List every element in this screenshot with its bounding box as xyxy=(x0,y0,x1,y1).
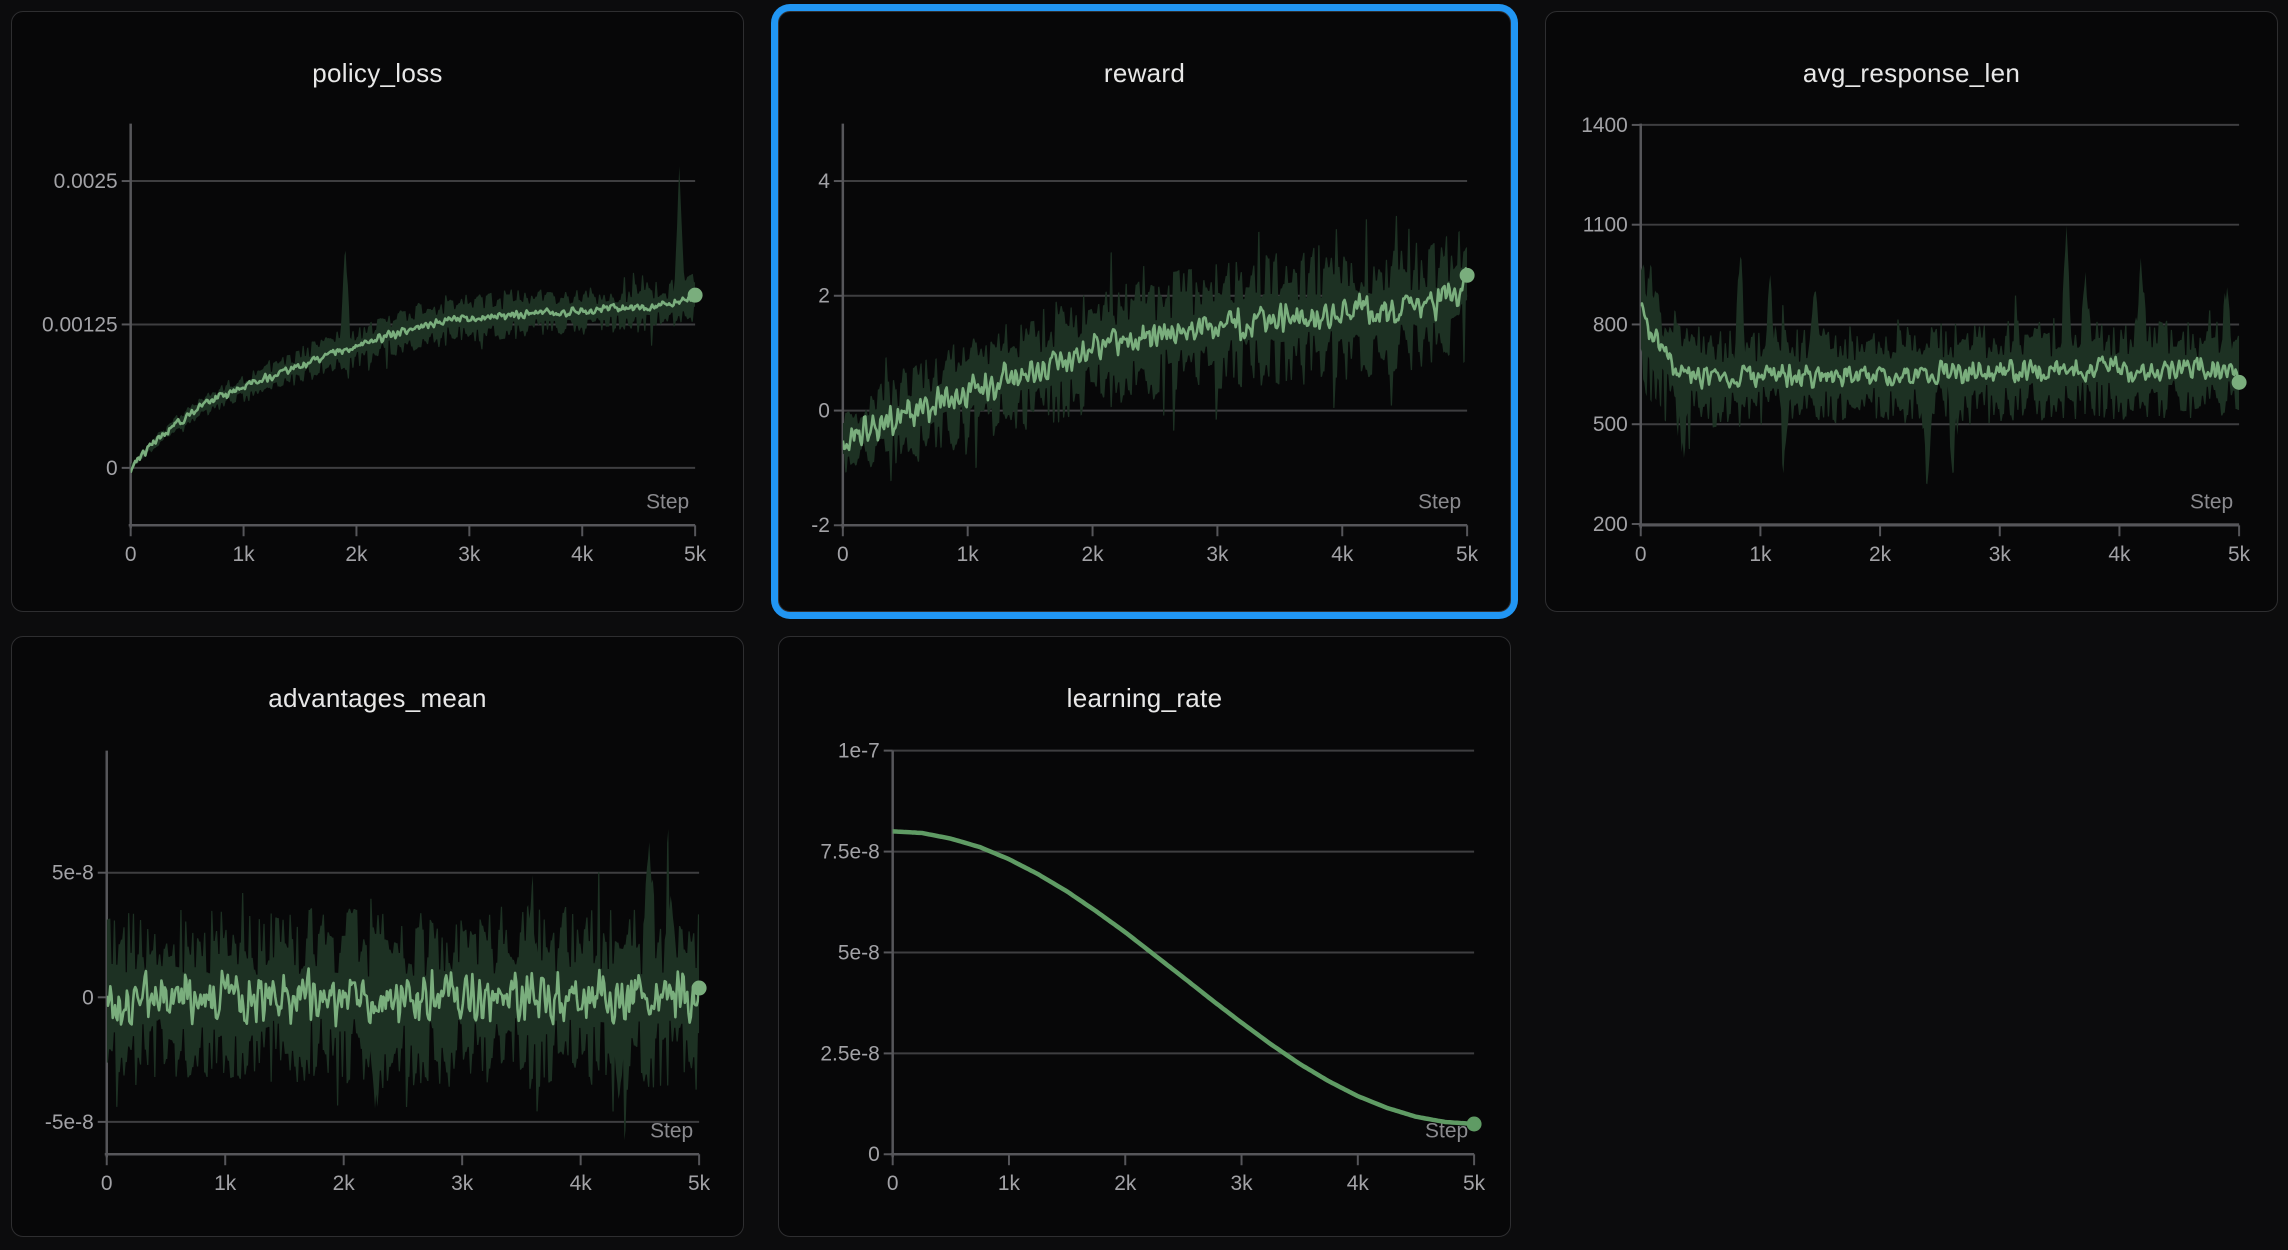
svg-text:0: 0 xyxy=(82,986,94,1009)
svg-text:0: 0 xyxy=(125,543,137,566)
svg-text:2k: 2k xyxy=(1081,543,1104,566)
svg-text:5k: 5k xyxy=(688,1172,711,1195)
svg-text:5e-8: 5e-8 xyxy=(52,862,94,885)
svg-text:1k: 1k xyxy=(1749,543,1772,566)
svg-text:2: 2 xyxy=(818,285,830,308)
svg-text:500: 500 xyxy=(1593,413,1628,436)
svg-text:4k: 4k xyxy=(571,543,594,566)
svg-text:2k: 2k xyxy=(1869,543,1892,566)
svg-text:3k: 3k xyxy=(451,1172,474,1195)
svg-text:1k: 1k xyxy=(998,1172,1021,1195)
svg-text:4k: 4k xyxy=(2108,543,2131,566)
svg-text:2k: 2k xyxy=(1114,1172,1137,1195)
chart-canvas-learning-rate: 0 2.5e-8 5e-8 7.5e-8 1e-7 0 1k 2k 3k 4k 5k Step xyxy=(820,740,1486,1196)
panel-policy-loss[interactable]: policy_loss 0 0.00125 0.0025 0 1k 2k 3k 4k 5k Ste… xyxy=(11,11,744,612)
svg-text:0: 0 xyxy=(101,1172,113,1195)
svg-text:1100: 1100 xyxy=(1583,214,1628,237)
svg-text:800: 800 xyxy=(1593,313,1628,336)
svg-text:0: 0 xyxy=(837,543,849,566)
chart-title-reward: reward xyxy=(1103,58,1186,88)
chart-title-avg-response-len: avg_response_len xyxy=(1802,58,2021,88)
svg-text:2k: 2k xyxy=(345,543,368,566)
svg-text:0.0025: 0.0025 xyxy=(54,170,118,193)
chart-canvas-avg-response-len: 200 500 800 1100 1400 0 1k 2k 3k 4k 5k Step xyxy=(1581,114,2251,566)
svg-text:4k: 4k xyxy=(1347,1172,1370,1195)
svg-text:0.00125: 0.00125 xyxy=(42,313,118,336)
svg-text:5e-8: 5e-8 xyxy=(838,941,880,964)
svg-text:3k: 3k xyxy=(1206,543,1229,566)
chart-title-policy-loss: policy_loss xyxy=(312,58,443,88)
svg-text:2.5e-8: 2.5e-8 xyxy=(820,1042,879,1065)
svg-text:5k: 5k xyxy=(2228,543,2251,566)
chart-canvas-reward: -2 0 2 4 0 1k 2k 3k 4k 5k Step xyxy=(811,123,1479,566)
svg-text:1400: 1400 xyxy=(1581,114,1628,137)
svg-text:0: 0 xyxy=(868,1143,880,1166)
svg-text:7.5e-8: 7.5e-8 xyxy=(820,841,879,864)
chart-canvas-advantages-mean: -5e-8 0 5e-8 0 1k 2k 3k 4k 5k Step xyxy=(45,750,711,1195)
svg-text:Step: Step xyxy=(2190,490,2233,513)
panel-avg-response-len[interactable]: avg_response_len 200 500 800 1100 1400 0 1k 2k 3… xyxy=(1545,11,2278,612)
svg-text:1k: 1k xyxy=(957,543,980,566)
svg-text:-2: -2 xyxy=(811,514,830,537)
svg-text:0: 0 xyxy=(106,457,118,480)
panel-learning-rate[interactable]: learning_rate 0 2.5e-8 5e-8 7.5e-8 1e-7 0 1k 2k… xyxy=(778,636,1511,1237)
svg-text:Step: Step xyxy=(1418,490,1461,513)
svg-text:3k: 3k xyxy=(1230,1172,1253,1195)
svg-text:3k: 3k xyxy=(458,543,481,566)
svg-text:5k: 5k xyxy=(1456,543,1479,566)
chart-title-learning-rate: learning_rate xyxy=(1066,683,1223,713)
svg-text:3k: 3k xyxy=(1989,543,2012,566)
svg-text:Step: Step xyxy=(646,490,689,513)
svg-text:1k: 1k xyxy=(214,1172,237,1195)
svg-text:1e-7: 1e-7 xyxy=(838,740,880,763)
panel-reward[interactable]: reward -2 0 2 4 0 1k 2k 3k 4k 5k Step xyxy=(778,11,1511,612)
svg-text:5k: 5k xyxy=(684,543,707,566)
svg-text:0: 0 xyxy=(887,1172,899,1195)
svg-text:4k: 4k xyxy=(1331,543,1354,566)
svg-text:1k: 1k xyxy=(233,543,256,566)
svg-text:4: 4 xyxy=(818,170,830,193)
svg-text:0: 0 xyxy=(1635,543,1647,566)
svg-text:4k: 4k xyxy=(570,1172,593,1195)
svg-text:-5e-8: -5e-8 xyxy=(45,1111,94,1134)
chart-canvas-policy-loss: 0 0.00125 0.0025 0 1k 2k 3k 4k 5k Step xyxy=(42,123,707,566)
svg-text:2k: 2k xyxy=(333,1172,356,1195)
panel-advantages-mean[interactable]: advantages_mean -5e-8 0 5e-8 0 1k 2k 3k 4k 5k Ste… xyxy=(11,636,744,1237)
svg-text:Step: Step xyxy=(650,1119,693,1142)
svg-text:Step: Step xyxy=(1425,1119,1468,1142)
chart-title-advantages-mean: advantages_mean xyxy=(268,683,487,713)
svg-text:5k: 5k xyxy=(1463,1172,1486,1195)
svg-text:0: 0 xyxy=(818,400,830,423)
svg-text:200: 200 xyxy=(1593,513,1628,536)
